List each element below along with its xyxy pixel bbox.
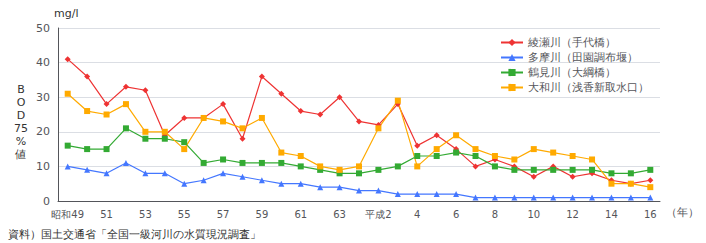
svg-text:大和川（浅香新取水口）: 大和川（浅香新取水口） bbox=[528, 81, 649, 94]
svg-text:10: 10 bbox=[527, 209, 540, 220]
svg-text:51: 51 bbox=[100, 209, 113, 220]
svg-text:12: 12 bbox=[566, 209, 579, 220]
svg-text:0: 0 bbox=[43, 195, 50, 208]
svg-text:8: 8 bbox=[492, 209, 498, 220]
svg-text:20: 20 bbox=[36, 125, 50, 138]
svg-text:鶴見川（大綱橋）: 鶴見川（大綱橋） bbox=[528, 66, 616, 79]
svg-text:多摩川（田園調布堰）: 多摩川（田園調布堰） bbox=[528, 51, 638, 64]
svg-text:63: 63 bbox=[333, 209, 346, 220]
svg-text:10: 10 bbox=[36, 160, 50, 173]
svg-text:mg/l: mg/l bbox=[54, 7, 78, 20]
svg-text:55: 55 bbox=[178, 209, 191, 220]
svg-text:綾瀬川（手代橋）: 綾瀬川（手代橋） bbox=[527, 36, 616, 49]
svg-text:40: 40 bbox=[36, 56, 50, 69]
svg-text:資料）国土交通省「全国一級河川の水質現況調査」: 資料）国土交通省「全国一級河川の水質現況調査」 bbox=[8, 228, 261, 241]
svg-text:4: 4 bbox=[414, 209, 420, 220]
svg-text:75: 75 bbox=[14, 122, 28, 135]
svg-text:50: 50 bbox=[36, 22, 50, 35]
svg-text:53: 53 bbox=[139, 209, 152, 220]
svg-text:B: B bbox=[17, 83, 25, 96]
svg-text:平成2: 平成2 bbox=[365, 209, 391, 220]
svg-text:6: 6 bbox=[453, 209, 459, 220]
svg-text:14: 14 bbox=[605, 209, 618, 220]
svg-text:%: % bbox=[16, 135, 26, 148]
svg-text:O: O bbox=[17, 96, 26, 109]
svg-text:昭和49: 昭和49 bbox=[51, 209, 84, 220]
svg-text:30: 30 bbox=[36, 91, 50, 104]
svg-text:59: 59 bbox=[256, 209, 269, 220]
svg-text:（年）: （年） bbox=[666, 206, 699, 219]
svg-text:61: 61 bbox=[294, 209, 307, 220]
svg-text:値: 値 bbox=[15, 148, 26, 161]
svg-text:D: D bbox=[17, 109, 25, 122]
svg-text:57: 57 bbox=[217, 209, 230, 220]
svg-text:16: 16 bbox=[644, 209, 657, 220]
